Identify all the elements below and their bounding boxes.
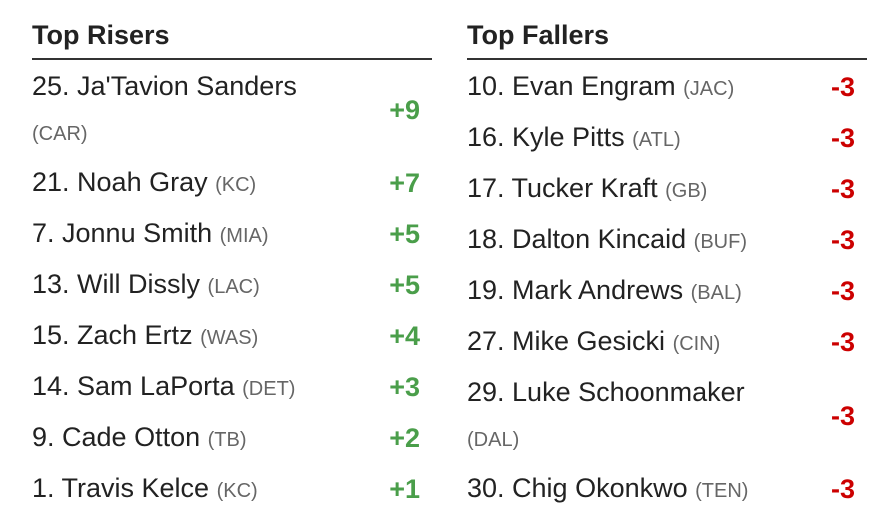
player-row: 29. Luke Schoonmaker (DAL) -3 bbox=[467, 368, 867, 464]
team-label: (JAC) bbox=[683, 78, 735, 100]
rank-change: -3 bbox=[830, 276, 855, 306]
player-row: 13. Will Dissly (LAC) +5 bbox=[32, 260, 432, 311]
player-row: 16. Kyle Pitts (ATL) -3 bbox=[467, 113, 867, 164]
player-row: 17. Tucker Kraft (GB) -3 bbox=[467, 164, 867, 215]
player-name: 10. Evan Engram bbox=[467, 71, 676, 101]
player-name: 27. Mike Gesicki bbox=[467, 326, 666, 356]
team-label: (DET) bbox=[242, 378, 296, 400]
player-name: 29. Luke Schoonmaker bbox=[467, 377, 745, 407]
rank-change: +3 bbox=[389, 372, 420, 402]
player-name: 18. Dalton Kincaid bbox=[467, 224, 687, 254]
team-label: (DAL) bbox=[467, 429, 520, 451]
player-cell: 16. Kyle Pitts (ATL) bbox=[467, 113, 805, 164]
team-label: (CIN) bbox=[672, 333, 721, 355]
player-cell: 10. Evan Engram (JAC) bbox=[467, 62, 805, 113]
player-cell: 29. Luke Schoonmaker (DAL) bbox=[467, 368, 805, 464]
team-label: (TB) bbox=[207, 429, 247, 451]
rank-change: +2 bbox=[389, 423, 420, 453]
fallers-list: Top Fallers 10. Evan Engram (JAC) -3 16. K… bbox=[467, 12, 867, 515]
player-cell: 7. Jonnu Smith (MIA) bbox=[32, 209, 370, 260]
rank-change: +7 bbox=[389, 168, 420, 198]
player-row: 18. Dalton Kincaid (BUF) -3 bbox=[467, 215, 867, 266]
rank-change: -3 bbox=[830, 72, 855, 102]
player-cell: 18. Dalton Kincaid (BUF) bbox=[467, 215, 805, 266]
section-title: Top Risers bbox=[32, 12, 432, 60]
rank-change: -3 bbox=[830, 174, 855, 204]
rows: 25. Ja'Tavion Sanders (CAR) +9 21. Noah Gr… bbox=[32, 62, 432, 515]
player-cell: 27. Mike Gesicki (CIN) bbox=[467, 317, 805, 368]
player-cell: 9. Cade Otton (TB) bbox=[32, 413, 370, 464]
player-cell: 17. Tucker Kraft (GB) bbox=[467, 164, 805, 215]
player-row: 10. Evan Engram (JAC) -3 bbox=[467, 62, 867, 113]
team-label: (CAR) bbox=[32, 123, 88, 145]
player-cell: 30. Chig Okonkwo (TEN) bbox=[467, 464, 805, 515]
player-row: 25. Ja'Tavion Sanders (CAR) +9 bbox=[32, 62, 432, 158]
rank-change: -3 bbox=[830, 474, 855, 504]
player-row: 19. Mark Andrews (BAL) -3 bbox=[467, 266, 867, 317]
player-name: 17. Tucker Kraft bbox=[467, 173, 658, 203]
player-name: 30. Chig Okonkwo bbox=[467, 473, 688, 503]
player-cell: 25. Ja'Tavion Sanders (CAR) bbox=[32, 62, 370, 158]
team-label: (BAL) bbox=[690, 282, 742, 304]
rank-change: +1 bbox=[389, 474, 420, 504]
player-name: 21. Noah Gray bbox=[32, 167, 208, 197]
player-row: 14. Sam LaPorta (DET) +3 bbox=[32, 362, 432, 413]
player-name: 19. Mark Andrews bbox=[467, 275, 684, 305]
team-label: (BUF) bbox=[693, 231, 747, 253]
team-label: (WAS) bbox=[200, 327, 259, 349]
player-name: 15. Zach Ertz bbox=[32, 320, 193, 350]
player-name: 1. Travis Kelce bbox=[32, 473, 210, 503]
player-name: 14. Sam LaPorta bbox=[32, 371, 235, 401]
team-label: (KC) bbox=[215, 174, 257, 196]
rank-change: +4 bbox=[389, 321, 420, 351]
player-row: 7. Jonnu Smith (MIA) +5 bbox=[32, 209, 432, 260]
player-row: 30. Chig Okonkwo (TEN) -3 bbox=[467, 464, 867, 515]
player-name: 25. Ja'Tavion Sanders bbox=[32, 71, 297, 101]
rank-change: -3 bbox=[830, 225, 855, 255]
rank-change: -3 bbox=[830, 400, 855, 431]
player-row: 15. Zach Ertz (WAS) +4 bbox=[32, 311, 432, 362]
rank-change: +5 bbox=[389, 219, 420, 249]
player-row: 1. Travis Kelce (KC) +1 bbox=[32, 464, 432, 515]
section-title: Top Fallers bbox=[467, 12, 867, 60]
player-cell: 15. Zach Ertz (WAS) bbox=[32, 311, 370, 362]
player-cell: 19. Mark Andrews (BAL) bbox=[467, 266, 805, 317]
rank-change: -3 bbox=[830, 123, 855, 153]
player-row: 21. Noah Gray (KC) +7 bbox=[32, 158, 432, 209]
team-label: (ATL) bbox=[632, 129, 681, 151]
player-row: 27. Mike Gesicki (CIN) -3 bbox=[467, 317, 867, 368]
rank-change: +9 bbox=[389, 94, 420, 125]
team-label: (LAC) bbox=[207, 276, 260, 298]
rank-change: -3 bbox=[830, 327, 855, 357]
team-label: (GB) bbox=[665, 180, 708, 202]
rows: 10. Evan Engram (JAC) -3 16. Kyle Pitts (A… bbox=[467, 62, 867, 515]
team-label: (MIA) bbox=[219, 225, 269, 247]
player-row: 9. Cade Otton (TB) +2 bbox=[32, 413, 432, 464]
player-name: 7. Jonnu Smith bbox=[32, 218, 213, 248]
player-cell: 21. Noah Gray (KC) bbox=[32, 158, 370, 209]
player-name: 13. Will Dissly bbox=[32, 269, 201, 299]
rank-change: +5 bbox=[389, 270, 420, 300]
player-cell: 14. Sam LaPorta (DET) bbox=[32, 362, 370, 413]
risers-list: Top Risers 25. Ja'Tavion Sanders (CAR) +9… bbox=[32, 12, 432, 515]
team-label: (TEN) bbox=[695, 480, 749, 502]
player-name: 16. Kyle Pitts bbox=[467, 122, 625, 152]
team-label: (KC) bbox=[216, 480, 258, 502]
player-name: 9. Cade Otton bbox=[32, 422, 201, 452]
player-cell: 1. Travis Kelce (KC) bbox=[32, 464, 370, 515]
player-cell: 13. Will Dissly (LAC) bbox=[32, 260, 370, 311]
